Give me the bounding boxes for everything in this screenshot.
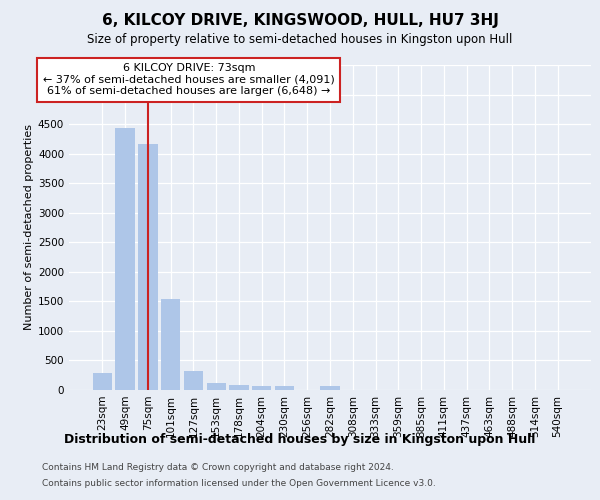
Text: Size of property relative to semi-detached houses in Kingston upon Hull: Size of property relative to semi-detach… [88,32,512,46]
Bar [252,386,271,390]
Bar [184,371,203,390]
Bar [93,373,112,390]
Bar [320,386,340,390]
Y-axis label: Number of semi-detached properties: Number of semi-detached properties [24,124,34,330]
Text: Contains public sector information licensed under the Open Government Licence v3: Contains public sector information licen… [42,478,436,488]
Bar [229,386,248,390]
Text: 6, KILCOY DRIVE, KINGSWOOD, HULL, HU7 3HJ: 6, KILCOY DRIVE, KINGSWOOD, HULL, HU7 3H… [101,12,499,28]
Bar [138,144,158,390]
Text: 6 KILCOY DRIVE: 73sqm
← 37% of semi-detached houses are smaller (4,091)
61% of s: 6 KILCOY DRIVE: 73sqm ← 37% of semi-deta… [43,63,335,96]
Bar [115,128,135,390]
Bar [275,386,294,390]
Text: Distribution of semi-detached houses by size in Kingston upon Hull: Distribution of semi-detached houses by … [64,432,536,446]
Text: Contains HM Land Registry data © Crown copyright and database right 2024.: Contains HM Land Registry data © Crown c… [42,464,394,472]
Bar [161,299,181,390]
Bar [206,383,226,390]
